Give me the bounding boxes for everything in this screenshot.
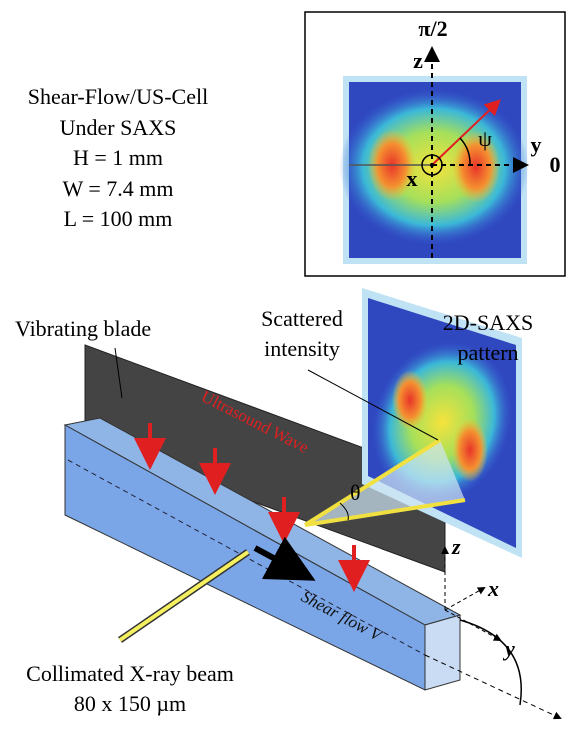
x-axis-dot (430, 163, 434, 167)
label: pattern (457, 340, 518, 365)
setup: Ultrasound Wave θ Shear flow V z x y Vib… (15, 288, 560, 718)
label: y (502, 636, 515, 661)
label: ψ (478, 126, 492, 151)
label: Vibrating blade (15, 316, 151, 341)
peak (452, 418, 488, 482)
label: x (487, 576, 499, 601)
peak (452, 131, 500, 203)
diagram: Shear-Flow/US-Cell Under SAXS H = 1 mm W… (0, 0, 571, 732)
label: θ (350, 480, 361, 505)
param-line: H = 1 mm (73, 145, 163, 170)
curve (460, 620, 521, 705)
scatter-blob (339, 89, 529, 245)
beam-exit (425, 655, 560, 718)
label: z (413, 48, 423, 73)
label: 2D-SAXS (443, 310, 533, 335)
channel-end (425, 615, 460, 690)
label: z (451, 534, 461, 559)
label: Collimated X-ray beam (26, 661, 234, 686)
param-line: W = 7.4 mm (63, 176, 174, 201)
label: 0 (550, 152, 561, 177)
param-line: Under SAXS (60, 115, 177, 140)
label: x (407, 166, 418, 191)
label: y (531, 132, 542, 157)
param-line: L = 100 mm (64, 206, 173, 231)
label: π/2 (418, 16, 447, 41)
inset: π/2 z y 0 x ψ (305, 12, 565, 276)
label: 80 x 150 µm (74, 691, 186, 716)
label: intensity (264, 336, 340, 361)
parameters: Shear-Flow/US-Cell Under SAXS H = 1 mm W… (28, 84, 208, 231)
axis (445, 588, 484, 610)
label: Scattered (261, 306, 343, 331)
param-line: Shear-Flow/US-Cell (28, 84, 208, 109)
peak (392, 370, 428, 430)
